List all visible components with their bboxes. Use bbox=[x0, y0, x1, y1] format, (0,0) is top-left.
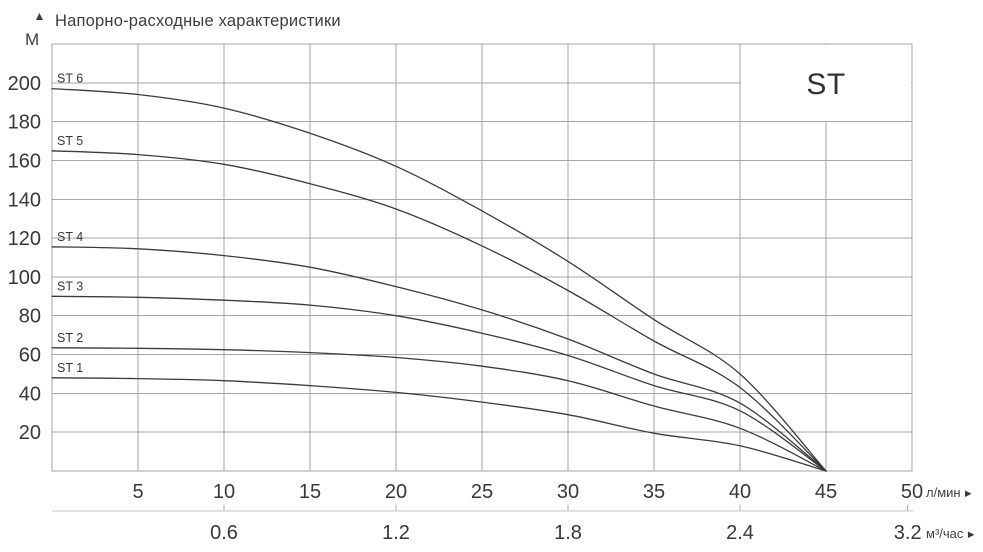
x2-tick-label: 2.4 bbox=[726, 522, 754, 544]
curve-label: ST 6 bbox=[57, 72, 83, 86]
curve-st3 bbox=[51, 295, 827, 472]
x-tick-label: 50 bbox=[901, 481, 923, 503]
curve-label: ST 1 bbox=[57, 361, 83, 375]
plot-frame bbox=[51, 43, 913, 472]
curve-st5 bbox=[51, 150, 827, 472]
y-tick-label: 200 bbox=[8, 73, 41, 95]
primary-unit-text: л/мин bbox=[926, 485, 961, 500]
x-tick-label: 35 bbox=[643, 481, 665, 503]
x-tick-label: 40 bbox=[729, 481, 751, 503]
curve-st4 bbox=[51, 246, 827, 472]
secondary-x-axis bbox=[52, 504, 913, 512]
right-arrow-icon: ▶ bbox=[965, 488, 972, 498]
curve-label: ST 3 bbox=[57, 279, 83, 293]
y-tick-label: 140 bbox=[8, 189, 41, 211]
curve-st1 bbox=[51, 377, 827, 472]
y-tick-label: 40 bbox=[19, 383, 41, 405]
y-axis-tick-labels: 20 40 60 80 100 120 140 160 180 200 bbox=[8, 73, 41, 444]
x-tick-label: 10 bbox=[213, 481, 235, 503]
x-tick-label: 20 bbox=[385, 481, 407, 503]
curve-label: ST 4 bbox=[57, 230, 83, 244]
x-axis-primary-tick-labels: 5 10 15 20 25 30 35 40 45 50 bbox=[132, 481, 923, 503]
x2-tick-label: 0.6 bbox=[210, 522, 238, 544]
x-tick-label: 15 bbox=[299, 481, 321, 503]
curve-label: ST 2 bbox=[57, 331, 83, 345]
x2-tick-label: 3.2 bbox=[894, 522, 922, 544]
y-tick-label: 80 bbox=[19, 306, 41, 328]
series-family-box bbox=[741, 45, 911, 121]
grid-lines bbox=[52, 44, 912, 471]
curve-label: ST 5 bbox=[57, 134, 83, 148]
x-tick-label: 30 bbox=[557, 481, 579, 503]
x-axis-secondary-tick-labels: 0.6 1.2 1.8 2.4 3.2 bbox=[210, 522, 922, 544]
y-tick-label: 100 bbox=[8, 267, 41, 289]
y-tick-label: 120 bbox=[8, 228, 41, 250]
y-tick-label: 20 bbox=[19, 422, 41, 444]
x-tick-label: 45 bbox=[815, 481, 837, 503]
chart-title: Напорно-расходные характеристики bbox=[55, 12, 341, 30]
curve-st2 bbox=[51, 347, 827, 472]
x-axis-secondary-unit: м³/час ▶ bbox=[926, 525, 975, 542]
y-axis-unit-label: М bbox=[25, 30, 39, 49]
secondary-unit-text: м³/час bbox=[926, 526, 964, 541]
y-tick-label: 160 bbox=[8, 151, 41, 173]
x-tick-label: 25 bbox=[471, 481, 493, 503]
y-tick-label: 180 bbox=[8, 112, 41, 134]
pump-curve-labels: ST 6 ST 5 ST 4 ST 3 ST 2 ST 1 bbox=[57, 72, 83, 375]
right-arrow-icon: ▶ bbox=[968, 529, 975, 539]
curve-st6 bbox=[51, 87, 827, 472]
x2-tick-label: 1.8 bbox=[554, 522, 582, 544]
x2-tick-label: 1.2 bbox=[382, 522, 410, 544]
series-family-label: ST bbox=[806, 68, 845, 101]
y-axis-up-arrow-icon: ▲ bbox=[34, 9, 46, 23]
x-tick-label: 5 bbox=[132, 481, 143, 503]
y-tick-label: 60 bbox=[19, 345, 41, 367]
x-axis-primary-unit: л/мин ▶ bbox=[926, 484, 972, 501]
pump-curves bbox=[51, 87, 827, 472]
